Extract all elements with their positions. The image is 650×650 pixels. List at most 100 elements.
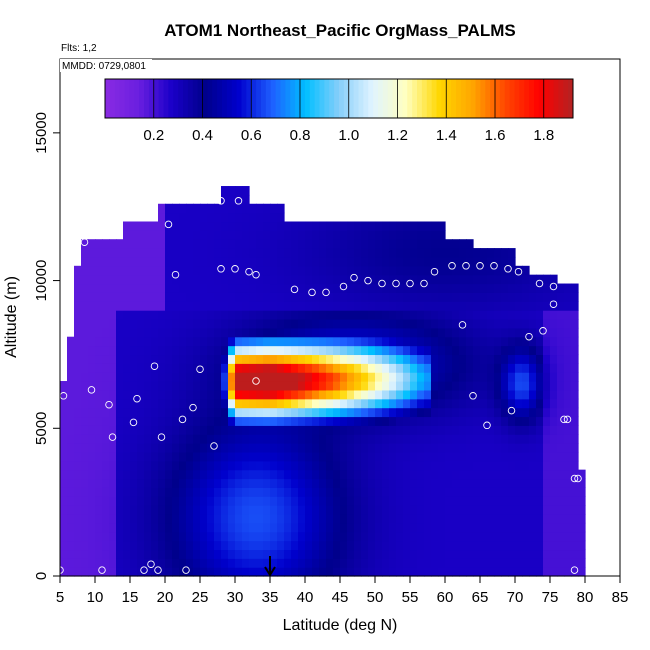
heatmap-cell <box>193 425 201 435</box>
heatmap-cell <box>452 239 460 249</box>
heatmap-cell <box>172 487 180 497</box>
heatmap-cell <box>158 460 166 471</box>
heatmap-cell <box>445 327 453 338</box>
heatmap-cell <box>221 203 229 214</box>
heatmap-cell <box>74 531 82 542</box>
heatmap-cell <box>284 239 292 249</box>
heatmap-cell <box>417 248 425 258</box>
heatmap-cell <box>515 310 523 320</box>
heatmap-cell <box>235 265 243 276</box>
heatmap-cell <box>228 460 236 471</box>
heatmap-cell <box>95 558 103 568</box>
heatmap-cell <box>200 389 208 400</box>
heatmap-cell <box>487 265 495 276</box>
heatmap-cell <box>333 265 341 276</box>
heatmap-cell <box>326 283 334 293</box>
heatmap-cell <box>109 505 117 515</box>
heatmap-cell <box>564 283 572 293</box>
heatmap-cell <box>95 549 103 559</box>
heatmap-cell <box>172 221 180 231</box>
heatmap-cell <box>193 265 201 276</box>
heatmap-cell <box>305 513 313 524</box>
heatmap-cell <box>200 567 208 577</box>
heatmap-cell <box>368 451 376 462</box>
heatmap-cell <box>326 389 334 400</box>
heatmap-cell <box>158 505 166 515</box>
heatmap-cell <box>74 478 82 488</box>
heatmap-cell <box>165 567 173 577</box>
heatmap-cell <box>256 221 264 231</box>
heatmap-cell <box>445 372 453 382</box>
heatmap-cell <box>242 567 250 577</box>
heatmap-cell <box>466 318 474 329</box>
heatmap-cell <box>550 310 558 320</box>
heatmap-cell <box>123 451 131 462</box>
heatmap-cell <box>536 443 544 453</box>
heatmap-cell <box>361 221 369 231</box>
heatmap-cell <box>354 239 362 249</box>
heatmap-cell <box>109 549 117 559</box>
heatmap-cell <box>424 487 432 497</box>
heatmap-cell <box>564 540 572 551</box>
heatmap-cell <box>263 265 271 276</box>
heatmap-cell <box>452 513 460 524</box>
heatmap-cell <box>396 372 404 382</box>
heatmap-cell <box>95 469 103 480</box>
heatmap-cell <box>557 389 565 400</box>
heatmap-cell <box>67 460 75 471</box>
sample-point <box>539 327 547 335</box>
heatmap-cell <box>340 239 348 249</box>
y-tick-label: 0 <box>33 572 50 580</box>
colorbar-segment <box>519 79 525 118</box>
heatmap-cell <box>417 318 425 329</box>
heatmap-cell <box>179 336 187 347</box>
heatmap-cell <box>319 558 327 568</box>
heatmap-cell <box>298 221 306 231</box>
heatmap-cell <box>242 549 250 559</box>
heatmap-cell <box>375 487 383 497</box>
heatmap-cell <box>375 248 383 258</box>
heatmap-cell <box>74 451 82 462</box>
heatmap-cell <box>200 203 208 214</box>
heatmap-cell <box>494 558 502 568</box>
heatmap-cell <box>571 531 579 542</box>
heatmap-cell <box>102 416 110 426</box>
heatmap-cell <box>431 460 439 471</box>
heatmap-cell <box>389 549 397 559</box>
heatmap-cell <box>186 549 194 559</box>
heatmap-cell <box>368 230 376 240</box>
heatmap-cell <box>221 549 229 559</box>
heatmap-cell <box>298 434 306 444</box>
heatmap-cell <box>466 265 474 276</box>
heatmap-cell <box>95 540 103 551</box>
colorbar-segment <box>309 79 316 118</box>
heatmap-cell <box>417 567 425 577</box>
heatmap-cell <box>389 283 397 293</box>
heatmap-cell <box>214 460 222 471</box>
heatmap-cell <box>186 345 194 356</box>
x-axis: 5 10 15 20 25 30 35 40 45 50 55 60 65 70 75 80 85 <box>56 576 628 606</box>
heatmap-cell <box>417 336 425 347</box>
colorbar-segment <box>265 79 272 118</box>
colorbar-segment <box>358 79 364 118</box>
heatmap-cell <box>375 522 383 533</box>
heatmap-cell <box>431 310 439 320</box>
heatmap-cell <box>417 407 425 418</box>
heatmap-cell <box>116 460 124 471</box>
heatmap-cell <box>333 540 341 551</box>
heatmap-cell <box>536 318 544 329</box>
colorbar-segment <box>153 79 160 118</box>
heatmap-cell <box>228 301 236 311</box>
heatmap-cell <box>396 407 404 418</box>
heatmap-cell <box>298 416 306 426</box>
heatmap-cell <box>249 522 257 533</box>
heatmap-cell <box>340 513 348 524</box>
heatmap-cell <box>193 487 201 497</box>
heatmap-cell <box>130 407 138 418</box>
heatmap-cell <box>109 425 117 435</box>
heatmap-cell <box>186 327 194 338</box>
heatmap-cell <box>74 407 82 418</box>
heatmap-cell <box>242 434 250 444</box>
heatmap-cell <box>543 540 551 551</box>
heatmap-cell <box>557 496 565 506</box>
